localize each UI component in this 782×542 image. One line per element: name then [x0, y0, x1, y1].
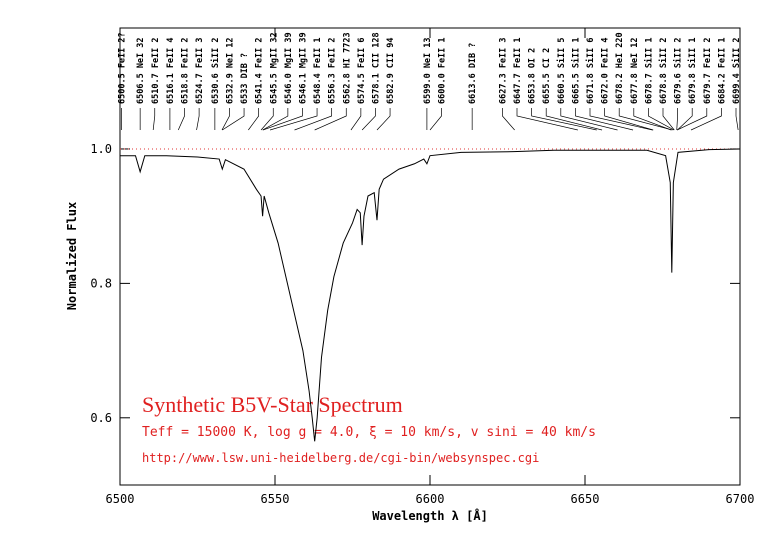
line-id-label: 6600.0 FeII 1	[438, 37, 448, 104]
line-id-label: 6500.5 FeII 2?	[118, 32, 128, 104]
line-id-pointer	[177, 108, 185, 131]
chart-title: Synthetic B5V-Star Spectrum	[142, 392, 403, 417]
line-id-label: 6518.8 FeII 2	[181, 37, 191, 104]
x-tick-label: 6600	[416, 492, 445, 506]
line-id-label: 6574.5 FeII 6	[357, 37, 367, 104]
line-id-pointer	[502, 108, 515, 131]
line-id-pointer	[361, 108, 376, 131]
line-id-pointer	[648, 108, 675, 131]
line-id-label: 6546.1 MgII 39	[298, 32, 308, 104]
line-id-pointer	[662, 108, 675, 131]
y-axis-label: Normalized Flux	[65, 202, 79, 310]
line-id-pointer	[677, 108, 693, 131]
spectrum-line	[120, 148, 741, 442]
line-id-label: 6613.6 DIB ?	[468, 43, 478, 104]
line-id-label: 6679.8 SiII 1	[687, 37, 698, 104]
line-id-label: 6678.8 SiII 2	[658, 37, 669, 104]
line-id-label: 6655.5 CI 2	[542, 48, 552, 104]
line-id-label: 6578.1 CII 128	[371, 32, 381, 104]
line-id-pointer	[690, 108, 722, 131]
line-id-pointer	[560, 108, 618, 131]
line-id-pointer	[589, 108, 653, 131]
line-id-pointer	[222, 108, 245, 131]
line-id-label: 6679.6 SiII 2	[673, 37, 684, 104]
line-id-pointer	[531, 108, 597, 131]
line-id-label: 6546.0 MgII 39	[284, 32, 294, 104]
line-id-label: 6506.5 NeI 32	[136, 37, 146, 104]
line-id-pointer	[575, 108, 634, 131]
line-id-pointer	[676, 108, 678, 131]
line-id-label: 6679.7 FeII 2	[703, 37, 713, 104]
line-id-label: 6541.4 FeII 2	[255, 37, 265, 104]
line-id-label: 6699.4 SiII 2	[731, 37, 742, 104]
line-id-label: 6627.3 FeII 3	[498, 37, 508, 104]
line-id-pointer	[269, 108, 318, 131]
line-id-label: 6677.8 NeI 12	[630, 37, 640, 104]
line-id-label: 6647.7 FeII 1	[513, 37, 523, 104]
line-id-pointer	[376, 108, 391, 131]
line-id-label: 6524.7 FeII 3	[195, 37, 205, 104]
line-id-label: 6684.2 FeII 1	[717, 37, 727, 104]
line-id-pointer	[248, 108, 260, 131]
line-id-pointer	[262, 108, 289, 131]
line-id-pointer	[676, 108, 708, 131]
x-tick-label: 6700	[726, 492, 755, 506]
line-id-pointer	[221, 108, 230, 131]
line-id-label: 6562.8 HI 7723	[342, 32, 352, 104]
line-id-label: 6665.5 SiII 1	[570, 37, 581, 104]
y-tick-label: 1.0	[90, 142, 112, 156]
line-id-label: 6545.5 MgII 32	[269, 32, 279, 104]
line-id-label: 6582.9 CII 94	[386, 37, 396, 104]
line-id-label: 6548.4 FeII 1	[313, 37, 323, 104]
line-id-label: 6653.8 OI 2	[528, 48, 538, 104]
source-url: http://www.lsw.uni-heidelberg.de/cgi-bin…	[142, 451, 539, 465]
y-tick-label: 0.8	[90, 276, 112, 290]
line-id-pointer	[618, 108, 673, 131]
line-id-pointer	[545, 108, 603, 131]
line-id-pointer	[260, 108, 274, 131]
x-tick-label: 6500	[106, 492, 135, 506]
x-axis-label: Wavelength λ [Å]	[372, 508, 488, 523]
subtitle: Teff = 15000 K, log g = 4.0, ξ = 10 km/s…	[142, 425, 596, 440]
line-id-pointer	[152, 108, 156, 131]
x-tick-label: 6650	[571, 492, 600, 506]
line-id-label: 6671.8 SiII 6	[585, 37, 596, 104]
y-tick-label: 0.6	[90, 411, 112, 425]
line-id-pointer	[262, 108, 303, 131]
line-id-label: 6510.7 FeII 2	[151, 37, 161, 104]
line-id-pointer	[735, 108, 739, 131]
line-id-pointer	[294, 108, 333, 131]
line-id-label: 6678.2 HeI 220	[615, 32, 625, 104]
line-id-pointer	[633, 108, 672, 131]
line-id-label: 6530.6 SiII 2	[210, 37, 221, 104]
line-id-pointer	[314, 108, 347, 131]
line-id-label: 6660.5 SiII 5	[556, 37, 567, 104]
line-id-pointer	[604, 108, 654, 131]
line-id-label: 6556.3 FeII 2	[328, 37, 338, 104]
line-id-label: 6672.0 FeII 4	[601, 37, 611, 104]
line-id-label: 6516.1 FeII 4	[166, 37, 176, 104]
line-id-pointer	[429, 108, 442, 131]
line-id-label: 6678.7 SiII 1	[643, 37, 654, 104]
line-id-pointer	[516, 108, 578, 131]
x-tick-label: 6550	[261, 492, 290, 506]
line-id-pointer	[196, 108, 200, 131]
line-id-pointer	[350, 108, 362, 131]
line-id-label: 6532.9 NeI 12	[225, 37, 235, 104]
line-id-label: 6533 DIB ?	[240, 53, 250, 104]
line-id-label: 6599.0 NeI 13	[423, 37, 433, 104]
